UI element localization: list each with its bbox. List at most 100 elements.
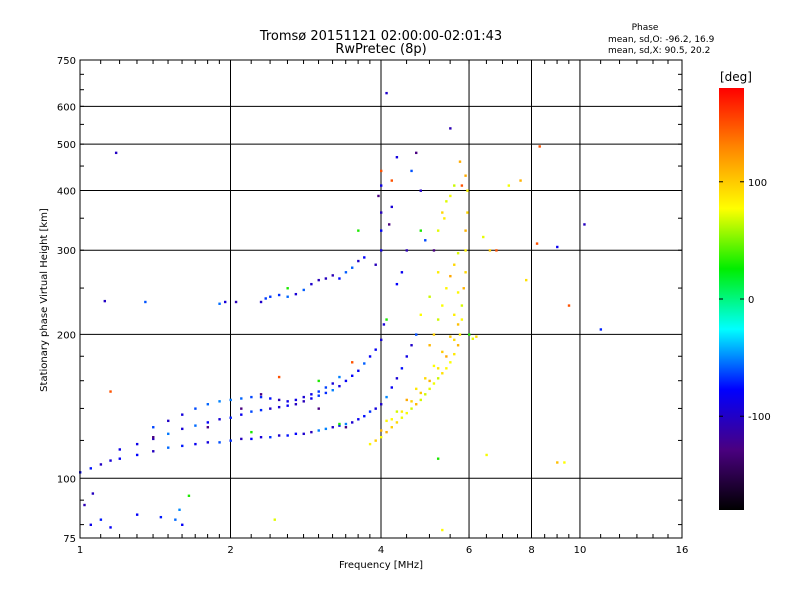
data-point xyxy=(294,398,298,402)
data-point xyxy=(344,426,348,429)
x-tick-label: 8 xyxy=(528,545,534,556)
data-point xyxy=(229,439,232,442)
colorbar-tick-label: 0 xyxy=(748,295,754,306)
data-point xyxy=(240,437,243,441)
data-point xyxy=(187,494,191,497)
data-point xyxy=(449,127,452,130)
data-point xyxy=(99,518,103,521)
data-point xyxy=(167,419,170,423)
data-point xyxy=(410,169,413,173)
data-point xyxy=(482,235,485,239)
axis-ticks: 1 2 4 6 8 10 16 75 100 200 300 400 500 600 750 xyxy=(57,56,688,556)
data-point xyxy=(385,395,388,399)
data-point xyxy=(374,407,377,410)
data-point xyxy=(385,419,388,423)
chart-subtitle: RwPretec (8p) xyxy=(335,42,426,57)
data-point xyxy=(387,223,391,226)
data-point xyxy=(118,457,121,460)
data-point xyxy=(424,393,427,396)
data-point xyxy=(400,416,404,419)
data-point xyxy=(273,518,276,521)
data-point xyxy=(206,403,210,406)
data-point xyxy=(324,427,328,431)
colorbar xyxy=(719,88,744,510)
data-point xyxy=(428,379,431,383)
data-point xyxy=(456,291,460,294)
data-point xyxy=(380,429,383,432)
data-point xyxy=(152,435,155,439)
data-point xyxy=(380,229,383,232)
data-point xyxy=(302,288,305,292)
data-point xyxy=(415,333,418,336)
data-point xyxy=(338,424,341,427)
data-point xyxy=(563,461,566,464)
data-point xyxy=(466,211,469,214)
data-point xyxy=(152,450,155,453)
data-point xyxy=(458,160,462,163)
x-axis-label: Frequency [MHz] xyxy=(339,560,423,571)
data-point xyxy=(294,403,298,406)
x-tick-label: 1 xyxy=(77,545,83,556)
data-point xyxy=(436,367,440,370)
data-point xyxy=(83,503,86,507)
data-point xyxy=(449,361,452,364)
data-point xyxy=(390,205,393,209)
data-point xyxy=(240,413,243,416)
data-point xyxy=(324,386,328,389)
data-point xyxy=(109,459,112,462)
data-point xyxy=(462,287,465,290)
data-point xyxy=(277,434,281,437)
data-point xyxy=(385,91,388,95)
data-point xyxy=(432,382,436,385)
data-point xyxy=(259,300,263,304)
data-point xyxy=(428,295,431,298)
data-point xyxy=(144,300,147,304)
data-point xyxy=(400,271,404,274)
data-point xyxy=(109,390,112,393)
data-point xyxy=(405,249,408,252)
data-point xyxy=(390,426,393,429)
data-point xyxy=(89,523,92,527)
phase-info-o: mean, sd,O: -96.2, 16.9 xyxy=(608,35,715,45)
data-point xyxy=(374,348,377,351)
data-point xyxy=(338,384,341,388)
data-point xyxy=(181,444,184,448)
data-point xyxy=(99,463,103,466)
data-point xyxy=(525,278,528,282)
data-point xyxy=(135,453,139,457)
data-point xyxy=(419,313,422,317)
data-point xyxy=(410,400,413,403)
data-point xyxy=(363,256,366,259)
y-tick-label: 400 xyxy=(57,186,76,197)
data-point xyxy=(453,263,456,266)
data-point xyxy=(445,355,448,358)
data-point xyxy=(206,426,210,429)
data-point xyxy=(250,395,253,399)
data-point xyxy=(310,393,313,396)
data-point xyxy=(181,413,184,416)
data-point xyxy=(432,333,436,336)
data-point xyxy=(415,151,418,155)
data-point xyxy=(357,259,360,263)
data-point xyxy=(428,344,431,347)
data-point xyxy=(464,249,467,252)
data-point xyxy=(167,446,170,449)
data-point xyxy=(351,421,354,424)
data-point xyxy=(468,333,471,336)
data-point xyxy=(135,513,139,516)
data-point xyxy=(152,437,155,441)
data-point xyxy=(338,422,341,426)
data-point xyxy=(286,434,289,437)
data-point xyxy=(368,355,372,358)
data-point xyxy=(436,318,440,321)
x-tick-label: 16 xyxy=(676,545,689,556)
data-point xyxy=(218,302,221,305)
data-point xyxy=(449,335,452,338)
data-point xyxy=(331,426,334,429)
data-point xyxy=(419,189,422,192)
data-point xyxy=(234,300,238,304)
data-point xyxy=(538,145,541,148)
data-point xyxy=(240,397,243,400)
